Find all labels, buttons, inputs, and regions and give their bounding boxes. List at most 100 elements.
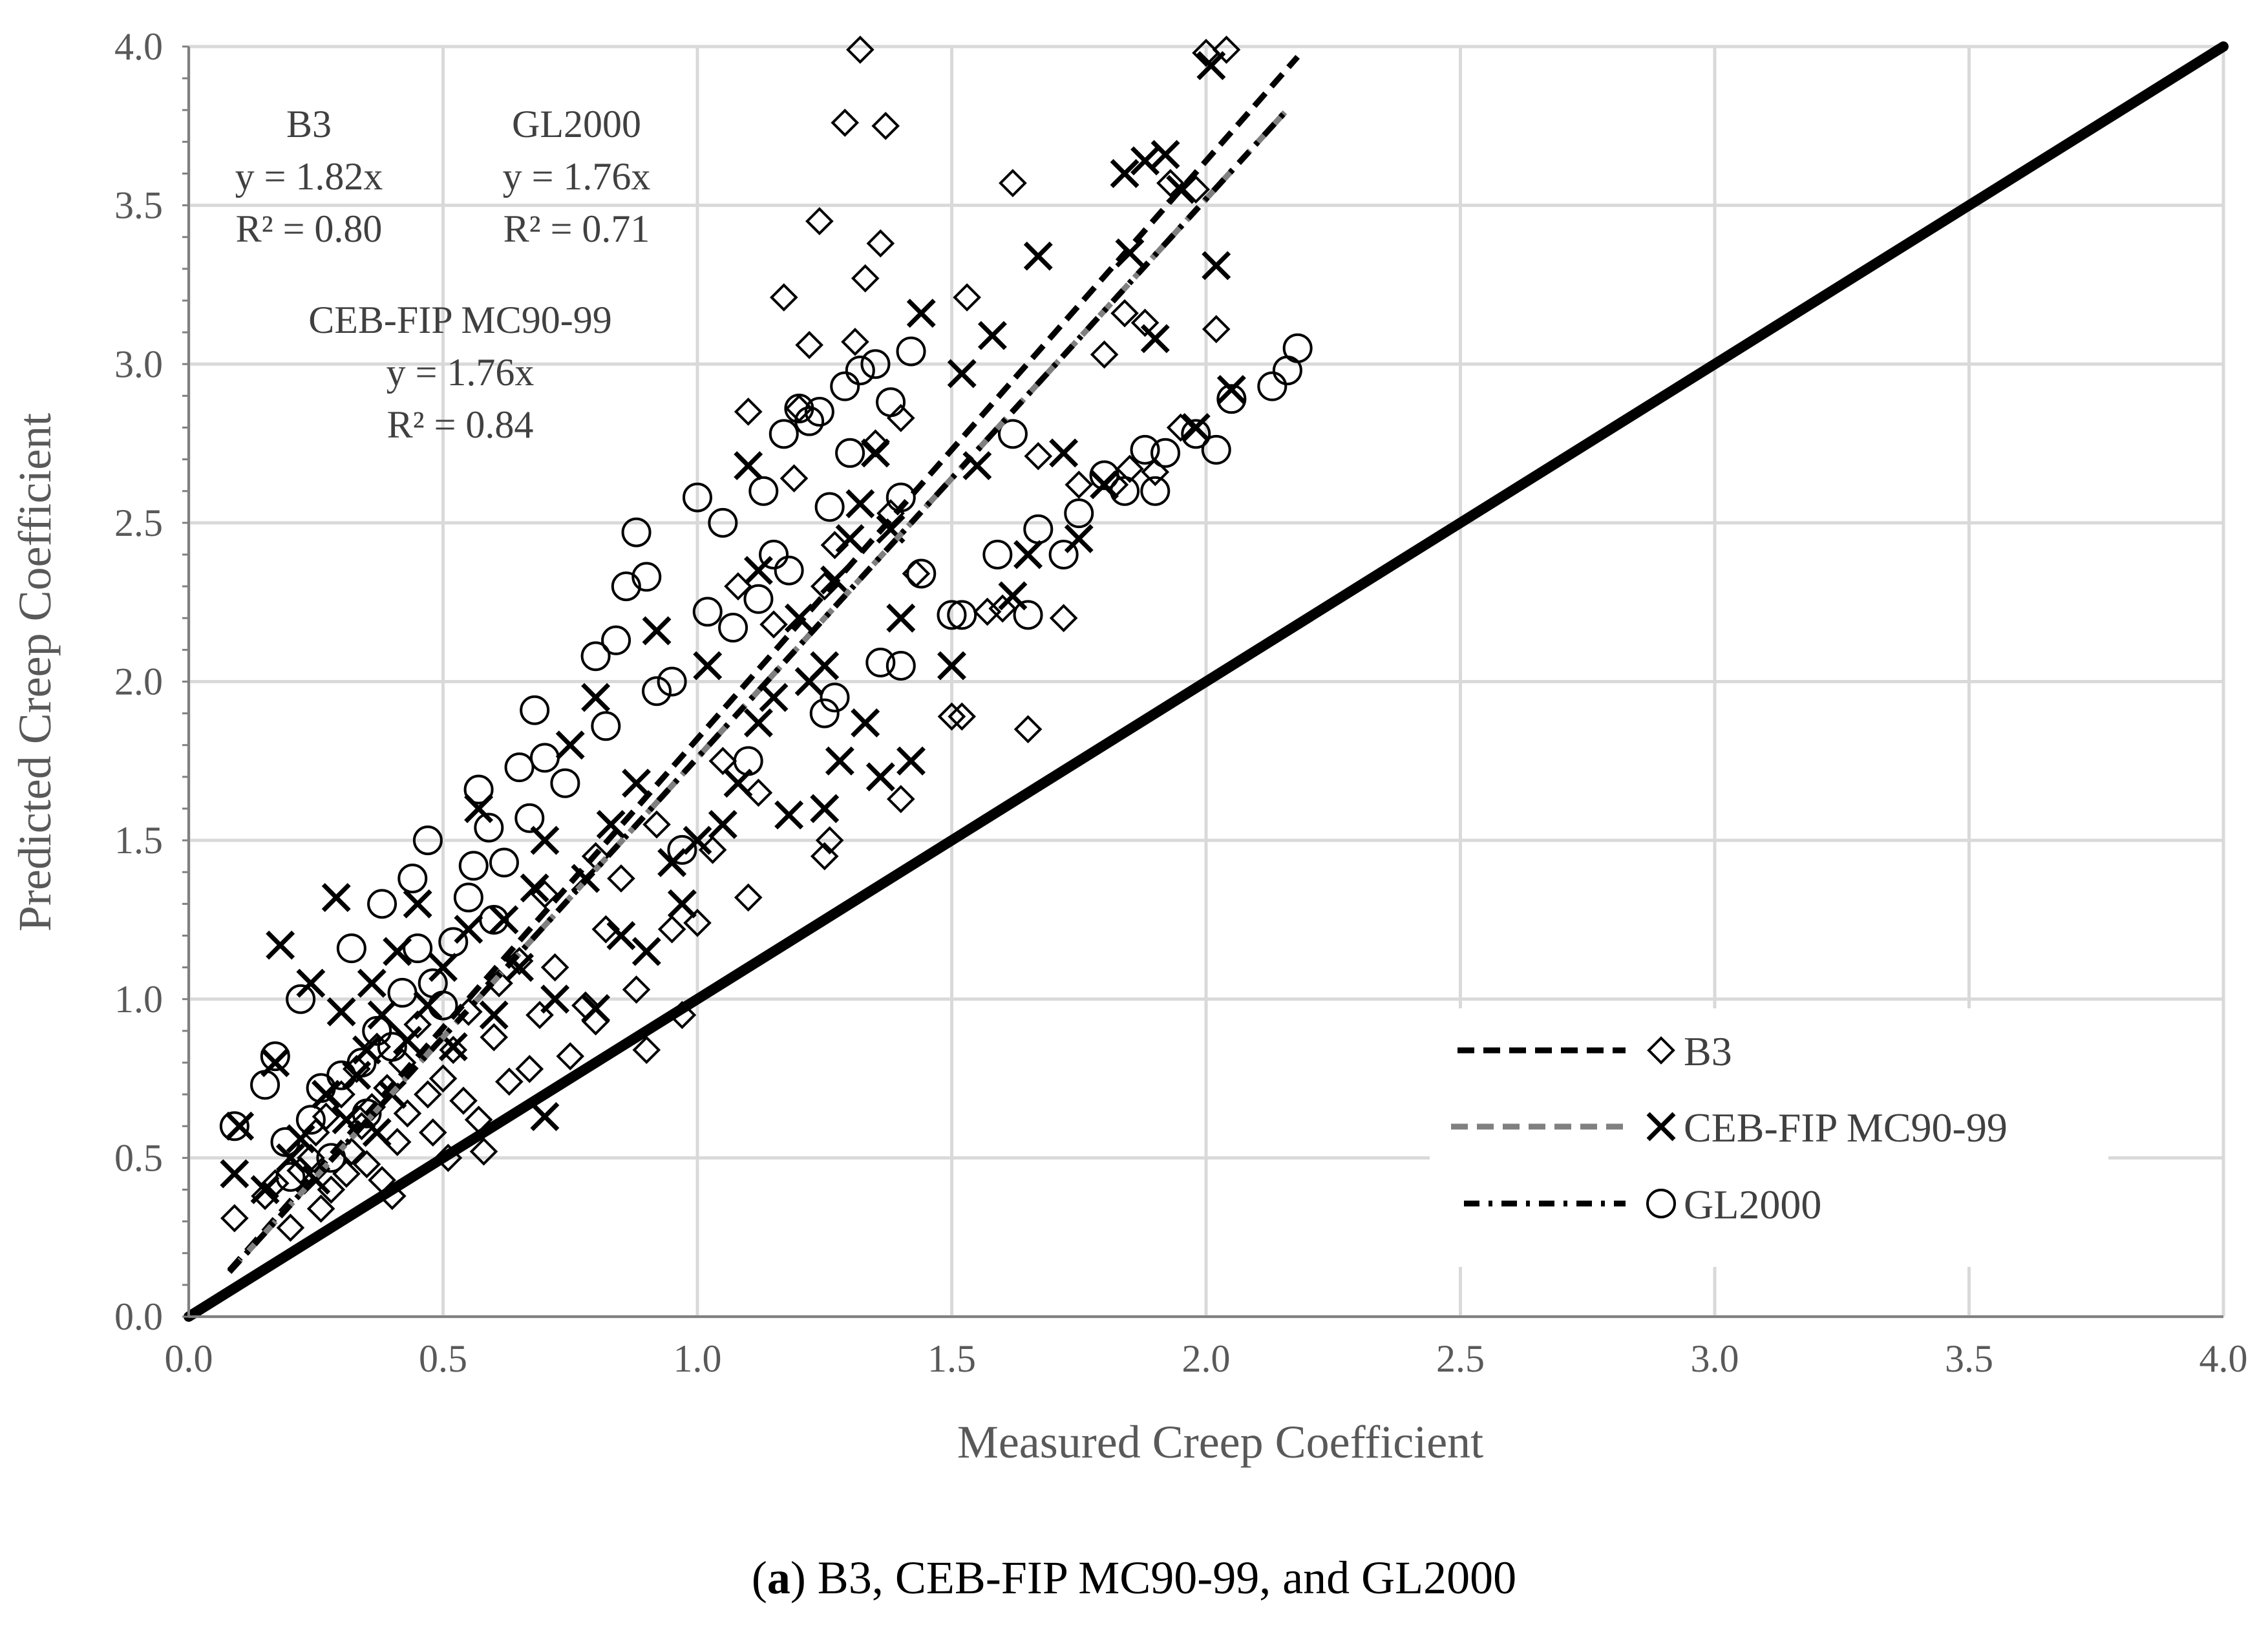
ceb-fip-mc90-99-trend-line	[227, 107, 1290, 1274]
gl2000-point	[997, 419, 1028, 449]
gl2000-point	[1181, 419, 1211, 449]
b3-point	[439, 1035, 468, 1065]
b3-point	[948, 702, 977, 731]
gl2000-point	[275, 1162, 306, 1192]
b3-point	[312, 1102, 341, 1131]
x-tick-label: 1.5	[927, 1337, 976, 1380]
ceb-fip-mc90-99-point-stroke	[1049, 438, 1079, 468]
gl2000-point	[876, 387, 906, 418]
ceb-fip-mc90-99-point	[429, 953, 458, 982]
b3-point	[1090, 340, 1119, 369]
b3-annotation-equation: y = 1.82x	[235, 155, 383, 198]
gl2000-point	[260, 1041, 290, 1072]
b3-point	[306, 1194, 335, 1223]
b3-point	[734, 398, 763, 426]
gl2000-point	[748, 476, 779, 506]
b3-point	[815, 826, 844, 854]
ceb-fip-mc90-99-point	[825, 746, 854, 776]
b3-point	[1156, 169, 1185, 198]
ceb-fip-mc90-99-point	[743, 556, 773, 586]
b3-point	[866, 229, 895, 258]
trend-lines	[227, 54, 1300, 1274]
ceb-fip-mc90-99-point-stroke	[581, 994, 611, 1023]
gl2000-point	[270, 1127, 301, 1157]
gl2000-point	[286, 984, 316, 1014]
ceb-fip-mc90-99-point	[392, 1026, 422, 1056]
ceb-fip-mc90-99-point-stroke	[1064, 524, 1094, 553]
ceb-fip-mc90-99-point-stroke	[743, 556, 773, 586]
tick-labels: 0.0 0.5 1.0 1.5 2.0 2.5 3.0 3.5 4.0 0.0 0.5 1.0 1.5 2…	[114, 25, 2248, 1380]
y-tick-label: 3.5	[114, 184, 163, 227]
y-tick-label: 3.0	[114, 343, 163, 385]
ceb-fip-mc90-99-point-stroke	[998, 581, 1028, 611]
ceb-fip-mc90-99-point	[1196, 51, 1226, 80]
ceb-fip-mc90-99-point-stroke	[1216, 375, 1246, 405]
gl2000-point	[885, 650, 916, 681]
b3-point	[556, 1042, 585, 1071]
gl2000-point	[768, 419, 799, 449]
gl2000-point	[733, 746, 763, 776]
b3-point	[377, 1182, 407, 1211]
b3-annotation-r2: R² = 0.80	[236, 207, 383, 250]
gl2000-point	[504, 752, 535, 783]
b3-point	[1130, 308, 1160, 337]
b3-point	[352, 1150, 381, 1179]
ceb-fip-mc90-99-point-stroke	[403, 889, 432, 918]
gl2000-point	[601, 625, 631, 655]
gl2000-point	[458, 851, 489, 881]
ceb-fip-mc90-99-point	[479, 1000, 509, 1030]
gl2000-point	[367, 889, 397, 919]
ceb-fip-mc90-99-point-stroke	[332, 1105, 361, 1134]
gl2000-point	[759, 540, 789, 569]
ceb-fip-mc90-99-point	[555, 730, 585, 760]
ceb-fip-mc90-99-point	[1064, 524, 1094, 553]
b3-point	[429, 1064, 458, 1093]
ceb-fip-mc90-99-point	[1090, 470, 1119, 500]
ceb-fip-mc90-99-point-stroke	[220, 1159, 249, 1189]
ceb-fip-mc90-99-point-stroke	[540, 984, 570, 1014]
ceb-fip-mc90-99-point-stroke	[1202, 251, 1231, 281]
b3-point	[1013, 715, 1043, 744]
ceb-fip-mc90-99-point	[642, 616, 672, 646]
ceb-fip-mc90-99-point	[1130, 146, 1160, 176]
ceb-fip-mc90-99-point-stroke	[530, 1102, 560, 1131]
ceb-fip-mc90-99-point	[530, 1102, 560, 1131]
ceb-fip-mc90-99-point-stroke	[683, 825, 712, 855]
b3-point	[1141, 458, 1170, 487]
ceb-fip-mc90-99-point	[454, 915, 483, 944]
ceb-fip-mc90-99-point	[759, 683, 789, 712]
gl2000-point	[397, 864, 428, 894]
ceb-fip-mc90-99-point	[657, 848, 687, 877]
ceb-fip-mc90-99-point-stroke	[784, 603, 814, 633]
y-axis-title: Predicted Creep Coefficient	[9, 413, 61, 931]
gl2000-point	[1013, 600, 1043, 630]
ceb-fip-mc90-99-point-stroke	[357, 968, 387, 998]
legend-gl2000-marker	[1646, 1189, 1676, 1218]
ceb-fip-mc90-99-point	[784, 603, 814, 633]
ceb-fip-mc90-99-point-stroke	[759, 683, 789, 712]
gl2000-point	[479, 904, 509, 935]
ceb-fip-mc90-99-point	[774, 800, 804, 830]
legend-marker-shape	[1647, 1036, 1675, 1065]
ceb-fip-mc90-99-point-stroke	[977, 321, 1007, 350]
b3-point	[831, 109, 860, 137]
b3-point	[973, 597, 1002, 626]
b3-annotation-name: B3	[286, 103, 332, 145]
caption-open: (	[751, 1552, 767, 1604]
b3-point	[469, 1137, 498, 1166]
b3-point	[515, 1054, 544, 1083]
x-tick-label: 2.5	[1436, 1337, 1485, 1380]
ceb-fip-mc90-99-point-stroke	[266, 930, 295, 960]
gl2000-point	[718, 612, 748, 642]
gl2000-annotation-name: GL2000	[512, 103, 641, 145]
ceb-fip-mc90-99-point-stroke	[1181, 413, 1211, 442]
equality-line-group	[184, 41, 2229, 1322]
b3-point	[779, 464, 809, 493]
ceb-fip-mc90-99-point	[1140, 324, 1170, 354]
ceb-fip-mc90-99-point	[1216, 375, 1246, 405]
b3-point	[540, 953, 569, 982]
y-tick-label: 0.5	[114, 1136, 163, 1179]
gl2000-point	[453, 882, 483, 913]
y-tick-label: 4.0	[114, 25, 163, 68]
legend-b3-marker	[1647, 1036, 1675, 1065]
